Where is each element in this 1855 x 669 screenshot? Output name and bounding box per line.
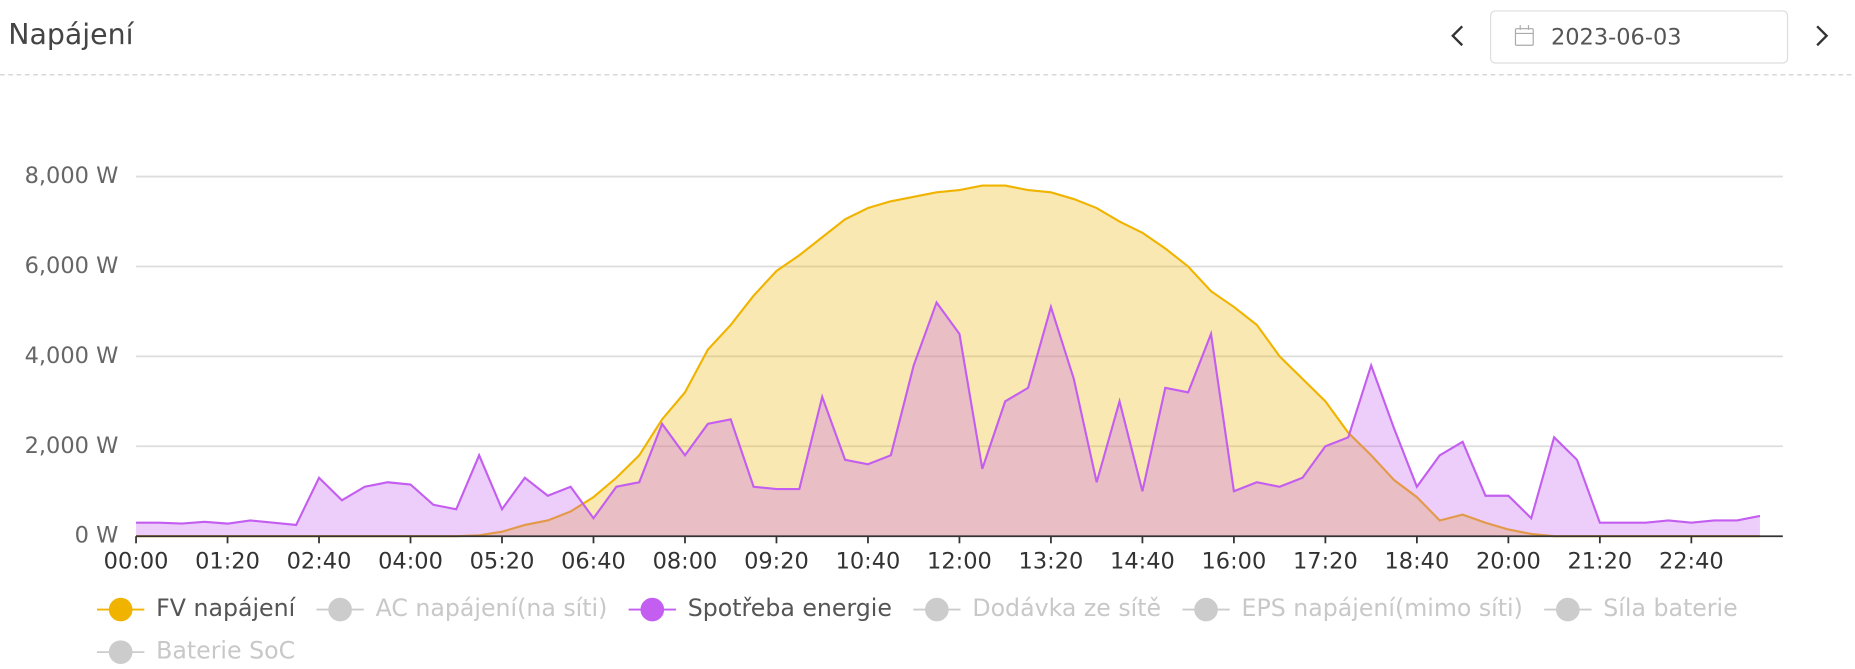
x-tick-label: 13:20 bbox=[1019, 549, 1084, 575]
legend-label: Síla baterie bbox=[1603, 594, 1737, 622]
x-tick-label: 21:20 bbox=[1567, 549, 1632, 575]
x-tick-label: 17:20 bbox=[1293, 549, 1358, 575]
x-tick-label: 09:20 bbox=[744, 549, 809, 575]
x-tick-label: 14:40 bbox=[1110, 549, 1175, 575]
x-tick-label: 01:20 bbox=[195, 549, 260, 575]
legend-marker bbox=[108, 640, 133, 664]
x-tick-label: 22:40 bbox=[1659, 549, 1724, 575]
x-tick-label: 08:00 bbox=[653, 549, 718, 575]
x-tick-label: 05:20 bbox=[470, 549, 535, 575]
series-area bbox=[136, 185, 1760, 537]
legend-label: EPS napájení(mimo síti) bbox=[1242, 594, 1523, 622]
y-tick-label: 6,000 W bbox=[25, 253, 119, 279]
date-picker[interactable] bbox=[1490, 10, 1789, 64]
legend-item[interactable]: Baterie SoC bbox=[97, 637, 295, 665]
legend-item[interactable]: Síla baterie bbox=[1544, 594, 1738, 622]
y-tick-label: 8,000 W bbox=[25, 163, 119, 189]
x-tick-label: 00:00 bbox=[104, 549, 169, 575]
legend-item[interactable]: FV napájení bbox=[97, 594, 297, 622]
legend-label: Dodávka ze sítě bbox=[972, 594, 1161, 622]
legend-item[interactable]: EPS napájení(mimo síti) bbox=[1182, 594, 1523, 622]
calendar-icon bbox=[1514, 25, 1534, 46]
legend-item[interactable]: Dodávka ze sítě bbox=[913, 594, 1161, 622]
chart: 0 W 2,000 W 4,000 W 6,000 W 8,000 W 00:00 01:2… bbox=[25, 163, 1783, 665]
x-tick-label: 10:40 bbox=[836, 549, 901, 575]
x-tick-label: 20:00 bbox=[1476, 549, 1541, 575]
x-tick-label: 12:00 bbox=[927, 549, 992, 575]
date-value: 2023-06-03 bbox=[1551, 25, 1682, 51]
prev-day[interactable] bbox=[1451, 25, 1464, 47]
legend-marker bbox=[328, 597, 352, 622]
next-day[interactable] bbox=[1816, 25, 1829, 47]
y-tick-label: 4,000 W bbox=[25, 343, 119, 369]
y-tick-label: 2,000 W bbox=[25, 433, 119, 459]
legend-item[interactable]: AC napájení(na síti) bbox=[316, 594, 607, 622]
legend-label: Baterie SoC bbox=[156, 637, 295, 665]
page-title: Napájení bbox=[8, 18, 134, 51]
x-tick-label: 06:40 bbox=[561, 549, 626, 575]
series-area bbox=[136, 302, 1760, 537]
legend-label: AC napájení(na síti) bbox=[376, 594, 608, 622]
y-tick-label: 0 W bbox=[75, 523, 119, 549]
legend-marker bbox=[925, 597, 949, 622]
legend-marker bbox=[1194, 597, 1218, 622]
x-tick-label: 02:40 bbox=[287, 549, 352, 575]
x-tick-label: 16:00 bbox=[1202, 549, 1267, 575]
series-line bbox=[136, 300, 1761, 527]
x-tick-label: 18:40 bbox=[1384, 549, 1449, 575]
legend-marker bbox=[640, 597, 665, 622]
legend-marker bbox=[1555, 597, 1580, 622]
legend-marker bbox=[108, 597, 133, 622]
x-tick-label: 04:00 bbox=[378, 549, 443, 575]
legend-item[interactable]: Spotřeba energie bbox=[628, 594, 892, 622]
legend-label: Spotřeba energie bbox=[688, 594, 892, 622]
legend-label: FV napájení bbox=[156, 594, 296, 622]
